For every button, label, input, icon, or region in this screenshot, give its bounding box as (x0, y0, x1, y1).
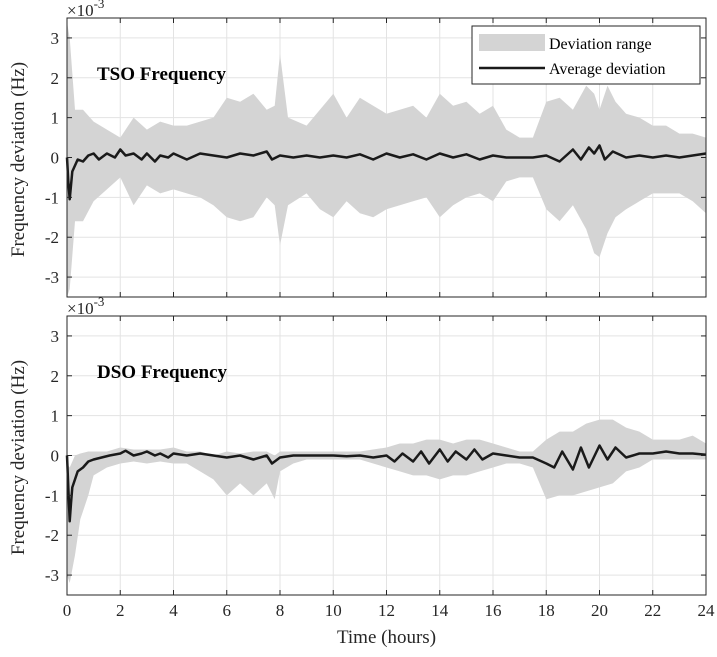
x-tick-label-4: 8 (276, 601, 285, 620)
legend-swatch-deviation-range (479, 34, 545, 51)
tso-y-scale-multiplier: ×10-3 (67, 0, 104, 20)
tso-tick-marks (66, 18, 707, 297)
x-tick-label-3: 6 (223, 601, 232, 620)
y-tick-label-4: 1 (51, 109, 60, 128)
y-tick-label-3: 0 (51, 149, 60, 168)
tso-y-tick-labels: -3 -2 -1 0 1 2 3 (45, 29, 59, 287)
x-tick-label-2: 4 (169, 601, 178, 620)
dso-average-deviation-line (65, 444, 707, 523)
dso-y-scale-exponent: -3 (94, 294, 105, 309)
y-tick-label-5: 2 (51, 69, 60, 88)
y-tick-label-2: -1 (45, 486, 59, 505)
y-tick-label-2: -1 (45, 188, 59, 207)
tso-legend: Deviation range Average deviation (471, 25, 701, 85)
x-tick-label-12: 24 (698, 601, 716, 620)
dso-tick-marks (66, 316, 707, 595)
tso-y-axis-label: Frequency deviation (Hz) (8, 62, 29, 257)
y-tick-label-6: 3 (51, 29, 60, 48)
x-tick-label-11: 22 (644, 601, 661, 620)
x-tick-label-7: 14 (431, 601, 449, 620)
legend-label-average-deviation: Average deviation (549, 61, 666, 78)
tso-average-deviation-line (65, 144, 707, 201)
y-tick-label-1: -2 (45, 228, 59, 247)
dso-y-axis-label: Frequency deviation (Hz) (8, 360, 29, 555)
dso-deviation-range-band (67, 419, 706, 583)
x-tick-label-5: 10 (325, 601, 342, 620)
dso-y-tick-labels: -3 -2 -1 0 1 2 3 (45, 327, 59, 585)
x-tick-label-6: 12 (378, 601, 395, 620)
y-tick-label-5: 2 (51, 367, 60, 386)
y-tick-label-6: 3 (51, 327, 60, 346)
x-tick-label-0: 0 (63, 601, 72, 620)
x-tick-label-1: 2 (116, 601, 125, 620)
y-tick-label-0: -3 (45, 566, 59, 585)
x-tick-label-8: 16 (485, 601, 502, 620)
dso-x-axis-label: Time (hours) (337, 627, 436, 648)
tso-deviation-range-band (67, 22, 706, 297)
dso-y-scale-base: ×10 (67, 299, 94, 318)
x-tick-label-9: 18 (538, 601, 555, 620)
dso-y-scale-multiplier: ×10-3 (67, 294, 104, 318)
y-tick-label-4: 1 (51, 407, 60, 426)
legend-label-deviation-range: Deviation range (549, 36, 652, 53)
y-tick-label-1: -2 (45, 526, 59, 545)
y-tick-label-3: 0 (51, 447, 60, 466)
x-tick-label-10: 20 (591, 601, 608, 620)
tso-panel-title: TSO Frequency (97, 64, 226, 85)
tso-y-scale-base: ×10 (67, 1, 94, 20)
dso-x-tick-labels: 0 2 4 6 8 10 12 14 16 18 20 22 24 (63, 601, 715, 620)
dso-panel-title: DSO Frequency (97, 362, 228, 383)
tso-y-scale-exponent: -3 (94, 0, 105, 11)
y-tick-label-0: -3 (45, 268, 59, 287)
